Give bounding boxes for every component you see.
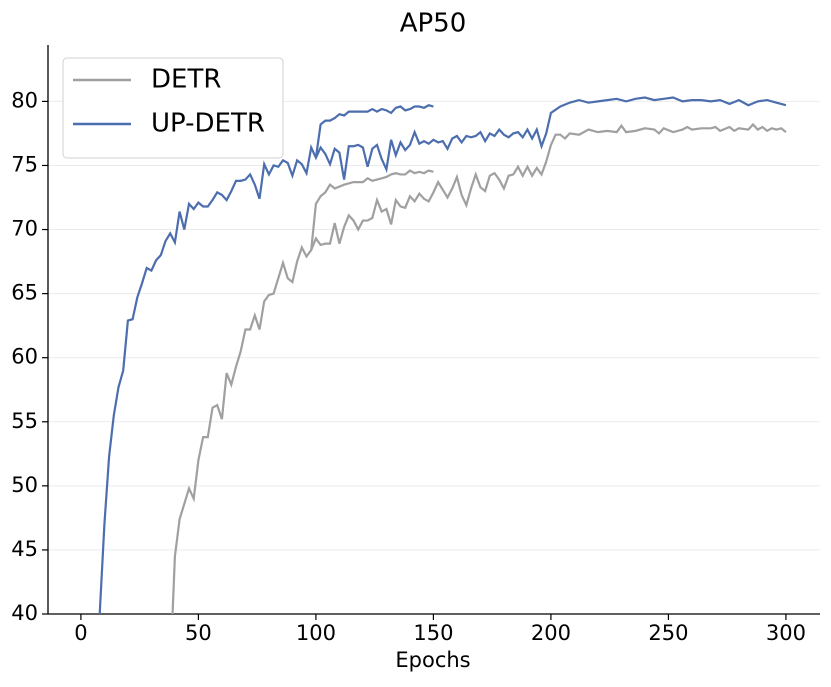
y-tick-label: 65 [11,281,38,305]
x-tick-label: 250 [648,621,688,645]
x-tick-label: 300 [766,621,806,645]
data-line [171,122,787,614]
legend-label: DETR [151,65,221,95]
x-tick-label: 150 [413,621,453,645]
y-tick-label: 75 [11,152,38,176]
data-line [98,96,787,614]
y-tick-label: 80 [11,88,38,112]
legend-label: UP-DETR [151,109,265,139]
y-tick-label: 70 [11,217,38,241]
legend-box [62,57,284,159]
y-tick-label: 55 [11,409,38,433]
y-tick-label: 50 [11,473,38,497]
chart-title: AP50 [400,9,467,39]
data-line [310,169,434,251]
y-tick-label: 40 [11,601,38,625]
x-tick-label: 50 [185,621,212,645]
x-tick-label: 0 [74,621,87,645]
y-tick-label: 60 [11,345,38,369]
x-tick-label: 200 [531,621,571,645]
data-line [314,104,434,158]
x-axis-label: Epochs [395,648,470,672]
y-tick-label: 45 [11,537,38,561]
x-tick-label: 100 [296,621,336,645]
